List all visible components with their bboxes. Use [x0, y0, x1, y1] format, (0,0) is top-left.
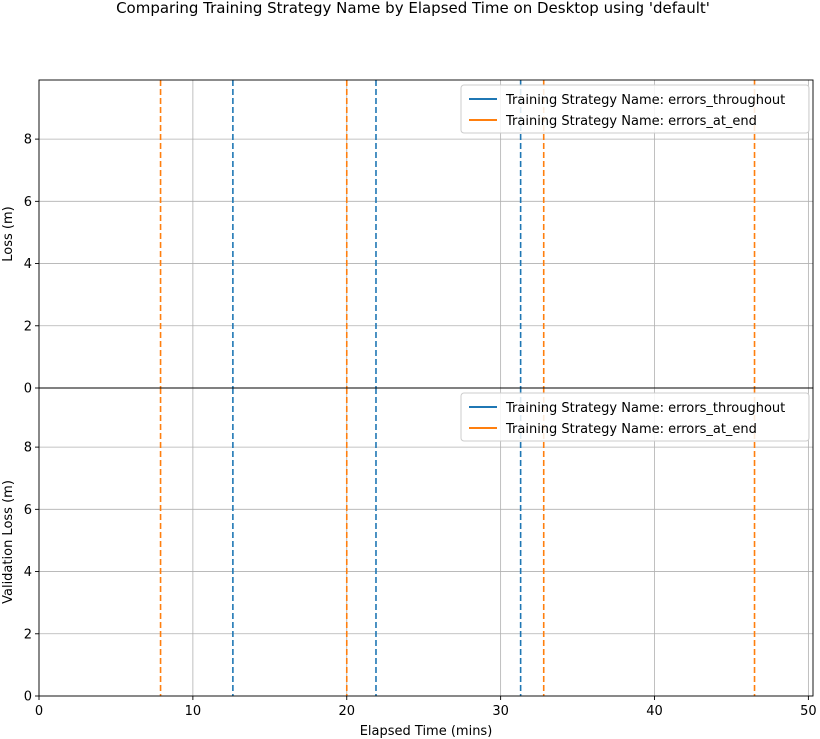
axes-frame [38, 387, 814, 697]
legend-entry-label: Training Strategy Name: errors_at_end [505, 114, 757, 129]
y-tick-label: 4 [24, 565, 32, 580]
legend-box [460, 392, 810, 442]
x-axis-label: Elapsed Time (mins) [360, 724, 493, 739]
y-tick-label: 0 [24, 690, 32, 705]
y-tick-label: 2 [24, 319, 32, 334]
subplot-loss: 0 2 4 6 8 Loss (m) Training Strategy Name: err… [1, 79, 814, 397]
x-tick-label: 50 [800, 704, 817, 719]
x-tick-label: 10 [185, 704, 202, 719]
y-tick-label: 8 [24, 441, 32, 456]
x-tick-label: 40 [646, 704, 663, 719]
chart-title: Comparing Training Strategy Name by Elap… [116, 0, 710, 17]
y-tick-label: 4 [24, 257, 32, 272]
legend-entry-label: Training Strategy Name: errors_throughou… [505, 93, 785, 108]
y-tick-label: 0 [24, 382, 32, 397]
y-tick-label: 6 [24, 503, 32, 518]
x-tick-label: 30 [492, 704, 509, 719]
y-axis-label: Validation Loss (m) [1, 480, 16, 604]
subplot-validation-loss: 0 2 4 6 8 Validation Loss (m) Training Strateg… [1, 387, 817, 719]
y-tick-label: 8 [24, 133, 32, 148]
y-tick-label: 2 [24, 627, 32, 642]
x-tick-label: 0 [35, 704, 43, 719]
x-tick-label: 20 [338, 704, 355, 719]
legend-box [460, 84, 810, 134]
y-tick-label: 6 [24, 195, 32, 210]
y-axis-label: Loss (m) [1, 206, 16, 261]
legend-entry-label: Training Strategy Name: errors_at_end [505, 422, 757, 437]
legend-entry-label: Training Strategy Name: errors_throughou… [505, 401, 785, 416]
